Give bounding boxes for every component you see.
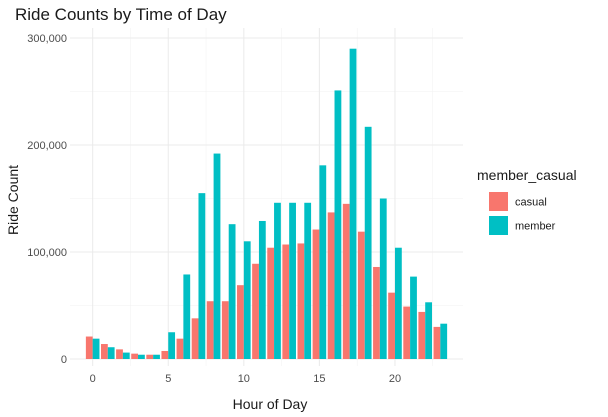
x-tick-label: 10: [238, 373, 250, 385]
bar-member-hour-17: [349, 48, 357, 359]
bar-casual-hour-7: [191, 318, 199, 359]
bar-casual-hour-6: [176, 338, 184, 359]
bar-member-hour-4: [153, 354, 160, 359]
bar-casual-hour-18: [357, 231, 365, 359]
x-tick-label: 20: [389, 373, 401, 385]
bar-casual-hour-13: [282, 244, 290, 359]
x-tick-label: 5: [165, 373, 171, 385]
bar-casual-hour-12: [267, 247, 275, 359]
bar-casual-hour-17: [342, 203, 350, 359]
bar-member-hour-22: [425, 302, 433, 359]
bar-member-hour-21: [410, 276, 417, 359]
bar-casual-hour-2: [116, 349, 123, 359]
bar-member-hour-11: [258, 220, 266, 359]
legend-label-casual: casual: [515, 197, 547, 209]
bar-marks: [85, 48, 448, 360]
bar-member-hour-7: [198, 193, 206, 359]
y-tick-label: 300,000: [27, 33, 67, 45]
bar-member-hour-18: [364, 126, 372, 359]
legend: member_casual casual member: [477, 167, 577, 235]
bar-casual-hour-16: [327, 212, 335, 359]
x-tick-label: 15: [313, 373, 325, 385]
bar-member-hour-10: [243, 241, 251, 359]
bar-member-hour-12: [274, 202, 281, 359]
bar-member-hour-20: [394, 247, 402, 359]
legend-title: member_casual: [477, 167, 577, 183]
bar-casual-hour-11: [252, 263, 259, 359]
bar-casual-hour-1: [100, 344, 108, 359]
y-tick-label: 0: [61, 354, 67, 366]
bar-casual-hour-21: [403, 306, 411, 359]
legend-key-casual: [489, 192, 508, 211]
bar-member-hour-16: [334, 90, 342, 360]
legend-key-member: [489, 216, 508, 235]
legend-label-member: member: [515, 221, 556, 233]
chart-title: Ride Counts by Time of Day: [15, 5, 227, 24]
bar-casual-hour-4: [146, 354, 154, 359]
bar-casual-hour-10: [237, 285, 244, 359]
bar-member-hour-3: [138, 354, 145, 359]
bar-member-hour-0: [92, 338, 100, 359]
bar-casual-hour-3: [131, 353, 139, 359]
bar-member-hour-14: [304, 202, 312, 359]
bar-casual-hour-5: [161, 350, 169, 359]
bar-member-hour-2: [122, 352, 130, 359]
bar-casual-hour-9: [221, 301, 229, 359]
bar-casual-hour-0: [85, 336, 93, 359]
bar-casual-hour-22: [418, 311, 426, 359]
bar-member-hour-6: [183, 274, 191, 359]
bar-member-hour-9: [228, 224, 236, 359]
y-tick-label: 100,000: [27, 247, 67, 259]
x-axis-title: Hour of Day: [233, 396, 308, 412]
bar-casual-hour-19: [373, 266, 380, 359]
bar-member-hour-8: [213, 153, 221, 359]
bar-casual-hour-14: [297, 243, 305, 359]
bar-casual-hour-15: [312, 229, 320, 359]
bar-member-hour-1: [107, 347, 115, 359]
bar-casual-hour-8: [206, 301, 214, 359]
y-axis-title: Ride Count: [5, 165, 21, 235]
bar-member-hour-23: [440, 323, 448, 359]
y-axis-ticks: 0 100,000 200,000 300,000: [27, 33, 67, 366]
bar-member-hour-5: [168, 332, 176, 359]
x-tick-label: 0: [90, 373, 96, 385]
x-axis-ticks: 0 5 10 15 20: [90, 373, 401, 385]
bar-member-hour-13: [289, 202, 296, 359]
bar-casual-hour-23: [433, 326, 441, 359]
bar-member-hour-19: [379, 198, 387, 359]
y-tick-label: 200,000: [27, 140, 67, 152]
bar-member-hour-15: [319, 165, 327, 359]
bar-casual-hour-20: [388, 292, 395, 359]
